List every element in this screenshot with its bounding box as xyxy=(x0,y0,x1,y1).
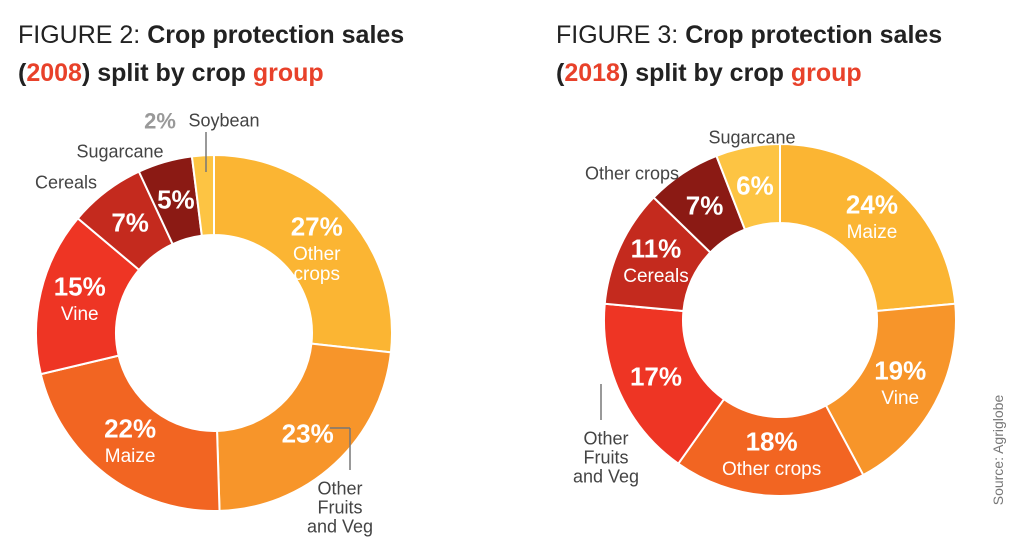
value-label: 22% xyxy=(104,412,157,443)
value-label: 23% xyxy=(281,418,334,449)
category-label: Sugarcane xyxy=(708,127,796,148)
value-label: 15% xyxy=(53,271,106,302)
title-part: ) split by crop xyxy=(81,59,246,87)
value-label: 11% xyxy=(630,233,682,264)
slice xyxy=(824,302,957,477)
category-label: Other crops xyxy=(584,163,680,184)
title-part: ( xyxy=(556,59,565,87)
category-label: Maize xyxy=(846,222,898,244)
value-label: 24% xyxy=(845,189,898,220)
value-label: 18% xyxy=(745,426,798,457)
value-label: 7% xyxy=(685,190,724,221)
category-label: Other crops xyxy=(721,459,822,481)
value-label: 17% xyxy=(629,361,683,392)
category-label: Cereals xyxy=(623,265,689,287)
title-part: FIGURE 3: xyxy=(556,21,679,49)
category-label: Other Fruits and Veg xyxy=(572,428,640,487)
value-label: 6% xyxy=(736,170,774,201)
title-part: Crop protection sales xyxy=(147,21,405,49)
value-label: 7% xyxy=(111,207,149,238)
source: Source: Agriglobe xyxy=(990,394,1006,506)
category-label: Sugarcane xyxy=(76,141,164,162)
title-part: 2008 xyxy=(26,59,82,87)
value-label: 19% xyxy=(874,354,927,385)
title-part: group xyxy=(790,59,862,87)
slice xyxy=(39,354,221,512)
chart-title: FIGURE 2: Crop protection sales (2008) sp… xyxy=(18,16,404,92)
category-label: Other Fruits and Veg xyxy=(306,478,374,537)
category-label: Vine xyxy=(881,387,920,409)
value-label: 27% xyxy=(290,211,343,242)
slice xyxy=(190,153,215,237)
title-part: FIGURE 2: xyxy=(18,21,141,49)
category-label: Vine xyxy=(60,304,99,326)
category-label: Cereals xyxy=(34,172,98,193)
slice xyxy=(779,142,957,313)
chart-title: FIGURE 3: Crop protection sales (2018) sp… xyxy=(556,16,942,92)
title-part: ) split by crop xyxy=(619,59,784,87)
slice xyxy=(213,153,393,354)
category-label: Maize xyxy=(104,445,156,467)
category-label: Other crops xyxy=(292,243,341,285)
title-part: 2018 xyxy=(564,59,620,87)
title-part: Crop protection sales xyxy=(685,21,943,49)
title-part: ( xyxy=(18,59,27,87)
category-label: Soybean xyxy=(188,110,260,131)
value-label: 5% xyxy=(157,184,195,215)
value-label: 2% xyxy=(144,108,176,134)
title-part: group xyxy=(252,59,324,87)
slice xyxy=(216,342,393,512)
slice xyxy=(715,142,781,231)
